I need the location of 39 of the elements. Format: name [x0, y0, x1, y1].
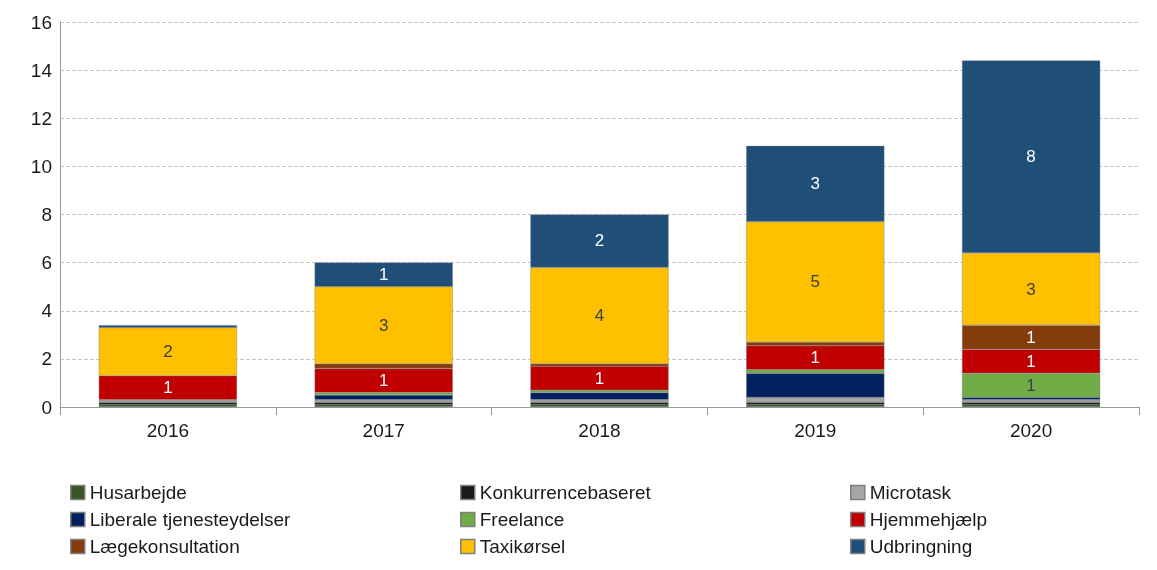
legend-label: Konkurrencebaseret [479, 482, 652, 503]
data-label: 1 [594, 368, 605, 388]
y-tick-label: 0 [41, 396, 52, 418]
legend-label: Freelance [479, 509, 565, 530]
x-tick-label: 2017 [362, 420, 405, 441]
data-label: 1 [810, 348, 821, 368]
data-label: 1 [1026, 327, 1036, 347]
data-label: 2 [594, 231, 605, 251]
legend-label: Hjemmehjælp [869, 509, 987, 530]
legend-label: Taxikørsel [479, 536, 566, 557]
legend-label: Liberale tjenesteydelser [89, 509, 292, 530]
y-tick-label: 12 [30, 107, 52, 129]
y-tick-label: 16 [30, 11, 52, 33]
data-label: 1 [378, 371, 389, 391]
data-label: 1 [163, 378, 173, 398]
data-label: 1 [378, 265, 389, 285]
x-tick-label: 2019 [794, 420, 837, 441]
data-label: 2 [163, 342, 173, 362]
y-tick-label: 14 [30, 59, 53, 81]
data-label: 1 [1026, 351, 1036, 371]
data-label: 1 [1026, 375, 1036, 395]
legend-label: Microtask [869, 482, 952, 503]
y-tick-label: 4 [41, 300, 53, 322]
data-label: 3 [810, 174, 821, 194]
data-label: 5 [810, 272, 821, 292]
y-tick-label: 8 [41, 204, 52, 225]
data-label: 8 [1026, 147, 1036, 167]
data-label: 3 [1026, 279, 1036, 299]
x-tick-label: 2016 [146, 420, 190, 441]
data-label: 3 [378, 315, 389, 335]
y-tick-label: 10 [30, 155, 52, 177]
legend-label: Udbringning [869, 536, 973, 557]
x-tick-label: 2018 [578, 420, 621, 441]
x-tick-label: 2020 [1009, 420, 1053, 441]
data-label: 4 [594, 306, 605, 326]
y-tick-label: 2 [41, 348, 52, 370]
y-tick-label: 6 [41, 252, 52, 274]
legend-label: Lægekonsultation [89, 536, 240, 557]
legend-label: Husarbejde [89, 482, 187, 503]
